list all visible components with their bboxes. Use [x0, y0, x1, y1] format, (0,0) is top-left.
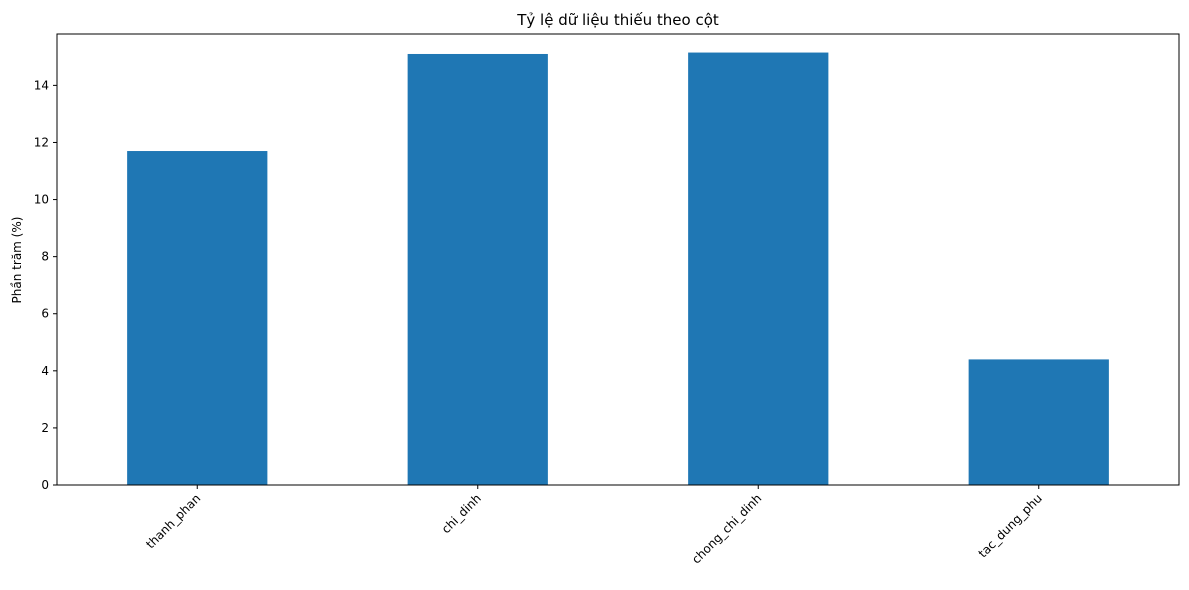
bars-group [127, 52, 1109, 486]
y-tick-label: 8 [41, 250, 49, 264]
y-tick-label: 12 [34, 135, 49, 149]
y-axis-label: Phần trăm (%) [10, 217, 24, 304]
bar-chong_chi_dinh [688, 52, 829, 486]
y-tick-label: 4 [41, 364, 49, 378]
x-tick-label: tac_dung_phu [976, 491, 1045, 560]
bar-chi_dinh [407, 53, 548, 485]
y-tick-label: 0 [41, 478, 49, 492]
y-axis-ticks: 0 2 4 6 8 10 12 14 [34, 78, 57, 492]
x-tick-label: thanh_phan [143, 491, 203, 551]
y-tick-label: 14 [34, 78, 49, 92]
y-tick-label: 6 [41, 307, 49, 321]
bar-thanh_phan [127, 151, 268, 485]
y-tick-label: 2 [41, 421, 49, 435]
x-tick-label: chi_dinh [439, 491, 484, 536]
bar-tac_dung_phu [968, 359, 1109, 485]
y-tick-label: 10 [34, 193, 49, 207]
chart-title: Tỷ lệ dữ liệu thiếu theo cột [516, 11, 719, 29]
x-axis-ticks: thanh_phan chi_dinh chong_chi_dinh tac_dung… [143, 485, 1045, 567]
x-tick-label: chong_chi_dinh [689, 491, 764, 566]
plot-area-frame [56, 33, 1180, 486]
